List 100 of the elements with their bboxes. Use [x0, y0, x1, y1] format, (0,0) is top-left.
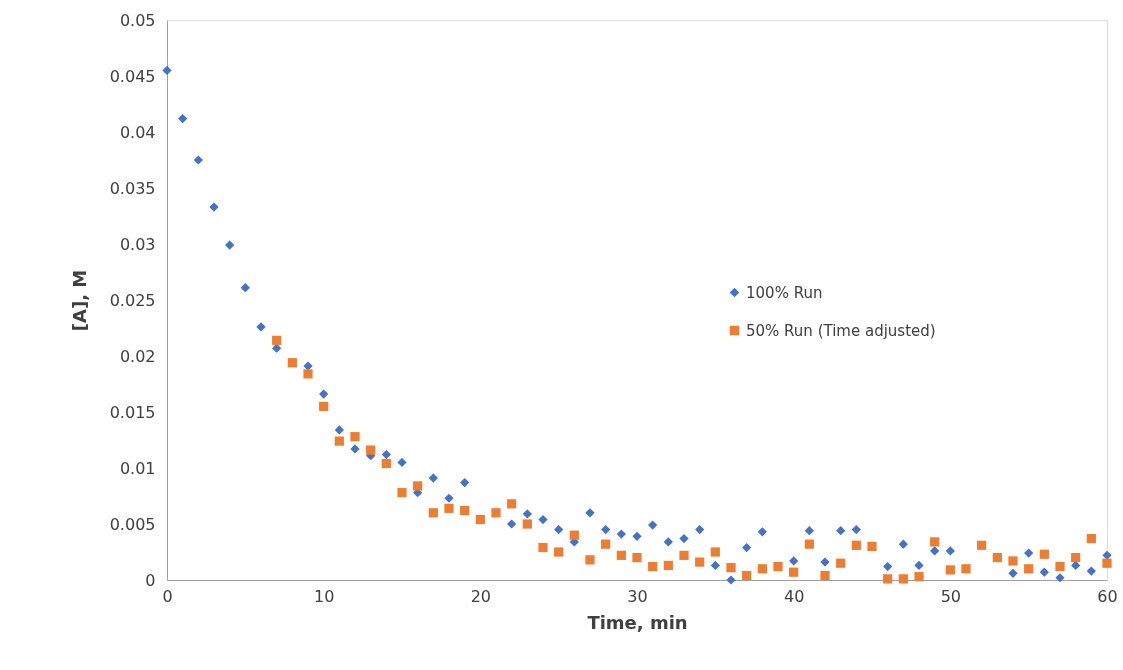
point	[444, 493, 454, 503]
y-tick-label: 0.05	[119, 10, 156, 30]
x-tick-label: 30	[627, 586, 648, 606]
point	[1008, 568, 1018, 578]
point	[757, 527, 767, 537]
point	[585, 508, 595, 518]
point	[679, 550, 689, 560]
point	[397, 488, 407, 498]
point	[381, 458, 391, 469]
y-tick-label: 0.005	[109, 514, 156, 534]
x-tick-label: 0	[162, 586, 173, 606]
point	[1086, 533, 1096, 544]
point	[601, 524, 611, 535]
point	[757, 564, 767, 574]
y-tick-label: 0.04	[119, 122, 156, 142]
point	[350, 432, 360, 442]
point	[569, 530, 579, 540]
point	[898, 539, 908, 549]
point	[742, 542, 752, 553]
point	[585, 555, 595, 565]
point	[648, 520, 658, 530]
point	[883, 561, 893, 572]
x-tick-label: 20	[470, 586, 492, 606]
point	[319, 389, 329, 399]
point	[898, 574, 908, 584]
point	[1039, 567, 1049, 577]
point	[867, 541, 877, 552]
legend-label: 100% Run	[746, 283, 823, 302]
point	[334, 425, 344, 435]
point	[961, 564, 971, 574]
point	[836, 526, 846, 536]
point	[945, 565, 955, 575]
point	[1024, 564, 1034, 574]
point	[1102, 558, 1112, 568]
point	[1039, 549, 1049, 559]
point	[820, 557, 830, 567]
y-tick-label: 0.02	[119, 346, 156, 366]
point	[804, 539, 814, 549]
point	[930, 546, 940, 556]
point	[1055, 573, 1065, 583]
x-axis-title: Time, min	[587, 611, 688, 633]
x-tick-label: 50	[940, 586, 962, 606]
point	[460, 505, 470, 516]
y-tick-label: 0.025	[109, 290, 156, 310]
point	[632, 531, 642, 541]
point	[977, 540, 987, 550]
point	[272, 343, 282, 353]
point	[883, 574, 893, 584]
point	[428, 473, 438, 483]
point	[381, 449, 391, 460]
y-tick-label: 0.015	[109, 402, 156, 422]
point	[616, 550, 626, 560]
x-tick-label: 40	[783, 586, 805, 606]
point	[554, 547, 564, 557]
point	[193, 155, 203, 165]
point	[225, 240, 235, 250]
y-tick-label: 0.035	[109, 178, 156, 198]
point	[491, 508, 501, 518]
point	[663, 537, 673, 547]
point	[162, 65, 172, 76]
point	[272, 335, 282, 345]
point	[507, 519, 517, 529]
y-tick-label: 0	[145, 570, 156, 590]
point	[413, 481, 423, 491]
point	[1102, 550, 1112, 560]
point	[726, 563, 736, 573]
legend-label: 50% Run (Time adjusted)	[746, 321, 936, 340]
point	[303, 369, 313, 379]
point	[366, 445, 376, 455]
point	[836, 558, 846, 568]
point	[287, 358, 297, 368]
point	[1055, 561, 1065, 572]
point	[851, 524, 861, 535]
point	[1071, 552, 1081, 563]
x-tick-label: 60	[1097, 586, 1118, 606]
point	[632, 552, 642, 563]
point	[350, 444, 360, 454]
point	[695, 524, 705, 535]
point	[820, 570, 830, 581]
point	[538, 514, 548, 525]
point	[522, 519, 532, 529]
point	[178, 113, 188, 124]
point	[616, 529, 626, 539]
point	[679, 533, 689, 544]
point	[742, 570, 752, 581]
point	[1024, 548, 1034, 558]
point	[992, 552, 1002, 563]
point	[334, 436, 344, 446]
point	[319, 401, 329, 412]
y-axis-title: [A], M	[68, 269, 90, 332]
point	[710, 560, 720, 571]
point	[1008, 556, 1018, 566]
point	[773, 561, 783, 572]
y-tick-label: 0.01	[119, 458, 156, 478]
point	[601, 539, 611, 549]
point	[256, 322, 266, 332]
point	[789, 556, 799, 566]
point	[554, 524, 564, 535]
point	[475, 514, 485, 525]
point	[789, 567, 799, 577]
